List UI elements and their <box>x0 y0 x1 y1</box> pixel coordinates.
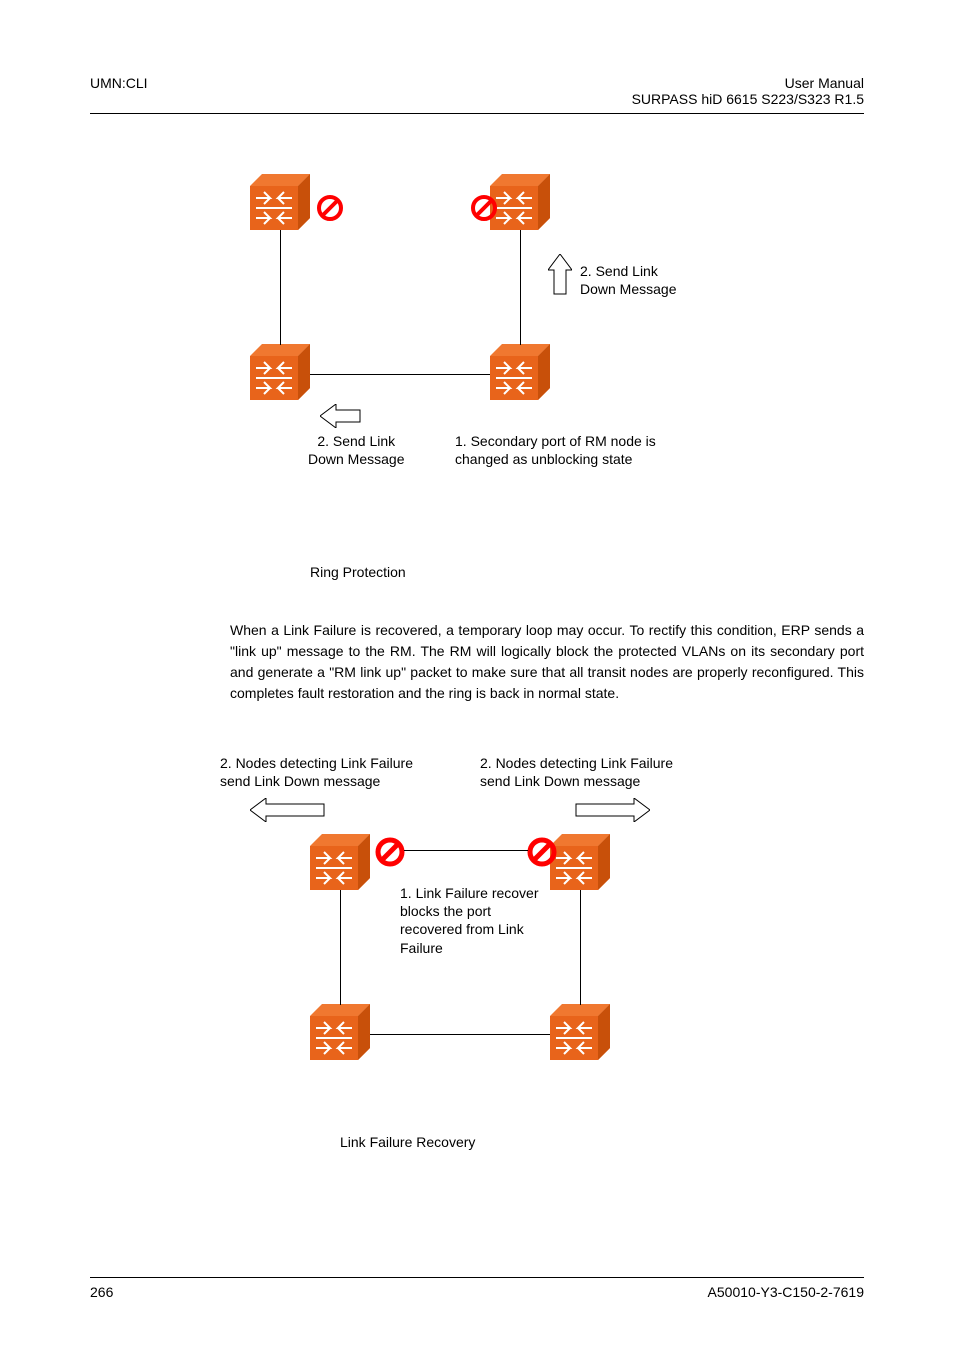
switch2-bottom-left <box>310 1004 388 1062</box>
page-header: UMN:CLI User Manual SURPASS hiD 6615 S22… <box>90 75 864 114</box>
switch2-bottom-right <box>550 1004 628 1062</box>
arrow-up-icon <box>548 254 572 300</box>
switch2-top-right <box>550 834 628 892</box>
header-right-line1: User Manual <box>632 75 864 91</box>
header-right-line2: SURPASS hiD 6615 S223/S323 R1.5 <box>632 91 864 107</box>
label-right-detect: 2. Nodes detecting Link Failure send Lin… <box>480 754 673 790</box>
line-bottom-horizontal <box>310 374 490 375</box>
line2-bottom <box>370 1034 550 1035</box>
label-secondary-port: 1. Secondary port of RM node is changed … <box>455 432 656 468</box>
prohibit-icon-right <box>470 194 498 222</box>
prohibit-icon-2-left <box>374 836 406 868</box>
arrow-right-out-icon <box>570 798 650 822</box>
prohibit-icon-2-right <box>526 836 558 868</box>
switch-bottom-right <box>490 344 568 402</box>
footer-doc-id: A50010-Y3-C150-2-7619 <box>708 1284 864 1300</box>
footer-page: 266 <box>90 1284 113 1300</box>
line2-left-v <box>340 890 341 1005</box>
page-footer: 266 A50010-Y3-C150-2-7619 <box>90 1277 864 1300</box>
line2-right-v <box>580 890 581 1005</box>
label-left-detect: 2. Nodes detecting Link Failure send Lin… <box>220 754 413 790</box>
body-paragraph: When a Link Failure is recovered, a temp… <box>230 620 864 704</box>
line-left-vertical <box>280 230 281 345</box>
label-send-link-up: 2. Send Link Down Message <box>580 262 677 298</box>
line-right-vertical <box>520 230 521 345</box>
switch-top-right <box>490 174 568 232</box>
diagram-link-recovery: 2. Nodes detecting Link Failure send Lin… <box>230 754 864 1114</box>
caption-ring-protection: Ring Protection <box>310 564 864 580</box>
header-right: User Manual SURPASS hiD 6615 S223/S323 R… <box>632 75 864 107</box>
label-center-recover: 1. Link Failure recover blocks the port … <box>400 884 539 957</box>
diagram-ring-protection: 2. Send Link Down Message 2. Send Link D… <box>230 174 864 544</box>
arrow-left-icon <box>320 404 366 428</box>
caption-link-recovery: Link Failure Recovery <box>340 1134 864 1150</box>
arrow-left-out-icon <box>250 798 330 822</box>
header-left: UMN:CLI <box>90 75 148 107</box>
label-send-link-down: 2. Send Link Down Message <box>308 432 405 468</box>
switch-bottom-left <box>250 344 328 402</box>
line2-top <box>404 850 528 851</box>
prohibit-icon-left <box>316 194 344 222</box>
